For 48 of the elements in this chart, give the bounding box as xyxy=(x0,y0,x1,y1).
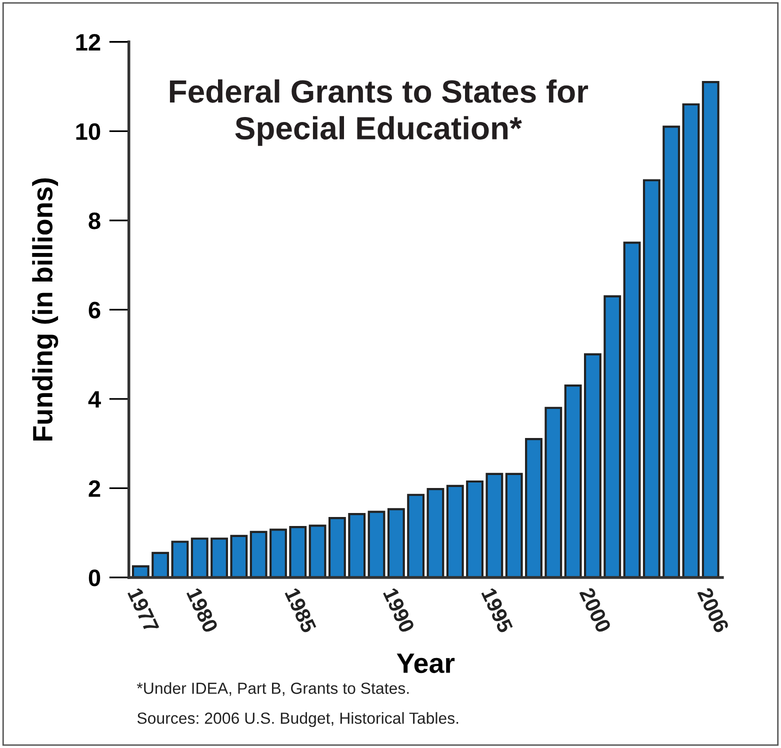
bar xyxy=(190,538,208,578)
bar xyxy=(623,242,641,578)
text: Federal Grants to States for Special Education* xyxy=(170,79,588,146)
y-axis-title: Funding (in billions) xyxy=(32,178,58,440)
bar xyxy=(486,472,504,578)
bar xyxy=(387,508,405,578)
x-tick-label: 2006 xyxy=(697,586,730,634)
y-tick-label: 12 xyxy=(76,34,100,50)
bar xyxy=(446,484,464,578)
y-tick-label: 4 xyxy=(88,391,101,408)
y-tick-label: 0 xyxy=(88,570,100,586)
bar xyxy=(604,295,622,578)
x-tick-label: 1995 xyxy=(481,587,514,634)
x-tick-label: 1990 xyxy=(382,587,415,634)
source-note: Sources: 2006 U.S. Budget, Historical Tables. xyxy=(137,712,458,728)
bar xyxy=(682,103,700,578)
bar xyxy=(348,513,366,578)
bar xyxy=(270,528,287,578)
bar xyxy=(466,480,484,578)
y-tick-label: 6 xyxy=(88,302,100,318)
bar xyxy=(250,530,268,578)
bar xyxy=(308,524,326,578)
bar xyxy=(230,534,248,578)
y-tick-label: 2 xyxy=(88,480,100,497)
bar xyxy=(152,552,170,578)
bar xyxy=(525,438,542,578)
x-tick-label: 1985 xyxy=(284,587,317,634)
bar xyxy=(289,526,307,578)
bar xyxy=(642,179,660,578)
bar xyxy=(426,488,444,578)
text: *Under IDEA, Part B, Grants to States. xyxy=(136,682,409,696)
bar xyxy=(328,517,346,578)
bar xyxy=(564,384,582,578)
x-tick-label: 1977 xyxy=(127,587,160,634)
bar xyxy=(407,494,425,578)
y-tick-label: 8 xyxy=(88,212,100,230)
x-axis-title: Year xyxy=(396,654,455,674)
bar xyxy=(702,81,720,578)
bar xyxy=(210,538,228,578)
x-tick-label: 1980 xyxy=(186,587,218,634)
bar xyxy=(584,353,602,578)
bar xyxy=(368,510,386,578)
bar xyxy=(544,406,562,578)
x-tick-label: 2000 xyxy=(579,586,612,634)
bar xyxy=(171,540,189,578)
bar xyxy=(505,472,523,578)
y-tick-label: 10 xyxy=(76,123,100,140)
bar xyxy=(662,126,680,578)
